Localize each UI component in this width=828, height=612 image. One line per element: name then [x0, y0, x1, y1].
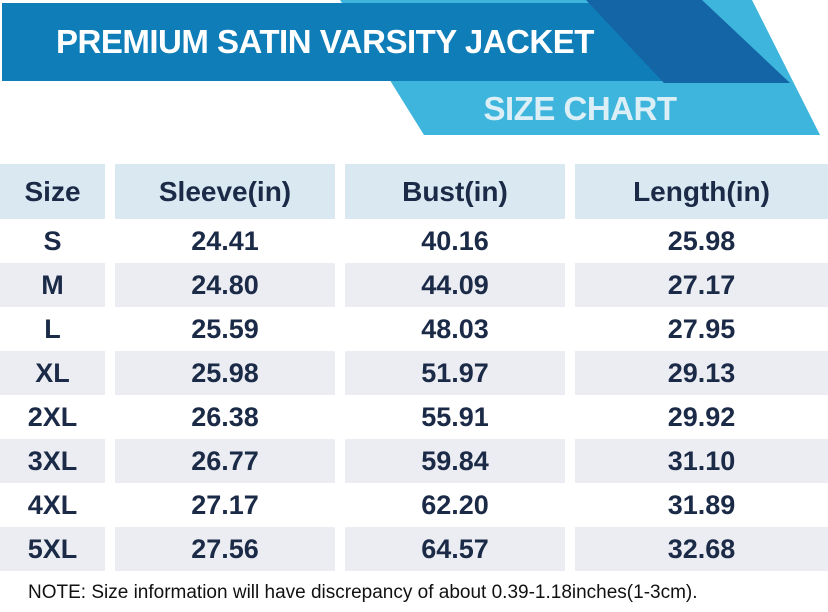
page-title: PREMIUM SATIN VARSITY JACKET [56, 23, 594, 60]
bust-cell: 40.16 [345, 219, 565, 263]
table-row: 5XL 27.56 64.57 32.68 [0, 527, 828, 571]
header-banner: PREMIUM SATIN VARSITY JACKET SIZE CHART [0, 0, 828, 145]
sleeve-cell: 27.56 [115, 527, 335, 571]
bust-cell: 48.03 [345, 307, 565, 351]
table-row: 4XL 27.17 62.20 31.89 [0, 483, 828, 527]
table-header-row: Size Sleeve(in) Bust(in) Length(in) [0, 164, 828, 219]
size-cell: S [0, 219, 105, 263]
table-row: M 24.80 44.09 27.17 [0, 263, 828, 307]
length-cell: 27.95 [575, 307, 828, 351]
length-cell: 32.68 [575, 527, 828, 571]
table-row: S 24.41 40.16 25.98 [0, 219, 828, 263]
size-cell: 4XL [0, 483, 105, 527]
size-cell: 3XL [0, 439, 105, 483]
size-table: Size Sleeve(in) Bust(in) Length(in) S 24… [0, 164, 828, 571]
sleeve-cell: 25.98 [115, 351, 335, 395]
bust-cell: 55.91 [345, 395, 565, 439]
sleeve-cell: 24.41 [115, 219, 335, 263]
length-cell: 31.89 [575, 483, 828, 527]
column-header-sleeve: Sleeve(in) [115, 164, 335, 219]
length-cell: 25.98 [575, 219, 828, 263]
size-cell: XL [0, 351, 105, 395]
bust-cell: 59.84 [345, 439, 565, 483]
sleeve-cell: 26.77 [115, 439, 335, 483]
column-header-length: Length(in) [575, 164, 828, 219]
table-row: L 25.59 48.03 27.95 [0, 307, 828, 351]
size-cell: M [0, 263, 105, 307]
size-cell: 5XL [0, 527, 105, 571]
size-chart-label: SIZE CHART [483, 90, 678, 127]
bust-cell: 62.20 [345, 483, 565, 527]
sleeve-cell: 25.59 [115, 307, 335, 351]
column-header-bust: Bust(in) [345, 164, 565, 219]
sleeve-cell: 24.80 [115, 263, 335, 307]
sleeve-cell: 26.38 [115, 395, 335, 439]
size-cell: L [0, 307, 105, 351]
sleeve-cell: 27.17 [115, 483, 335, 527]
length-cell: 31.10 [575, 439, 828, 483]
note-text: NOTE: Size information will have discrep… [28, 582, 698, 603]
size-cell: 2XL [0, 395, 105, 439]
table-row: 2XL 26.38 55.91 29.92 [0, 395, 828, 439]
length-cell: 29.92 [575, 395, 828, 439]
length-cell: 29.13 [575, 351, 828, 395]
bust-cell: 44.09 [345, 263, 565, 307]
bust-cell: 51.97 [345, 351, 565, 395]
table-row: XL 25.98 51.97 29.13 [0, 351, 828, 395]
table-row: 3XL 26.77 59.84 31.10 [0, 439, 828, 483]
column-header-size: Size [0, 164, 105, 219]
bust-cell: 64.57 [345, 527, 565, 571]
length-cell: 27.17 [575, 263, 828, 307]
